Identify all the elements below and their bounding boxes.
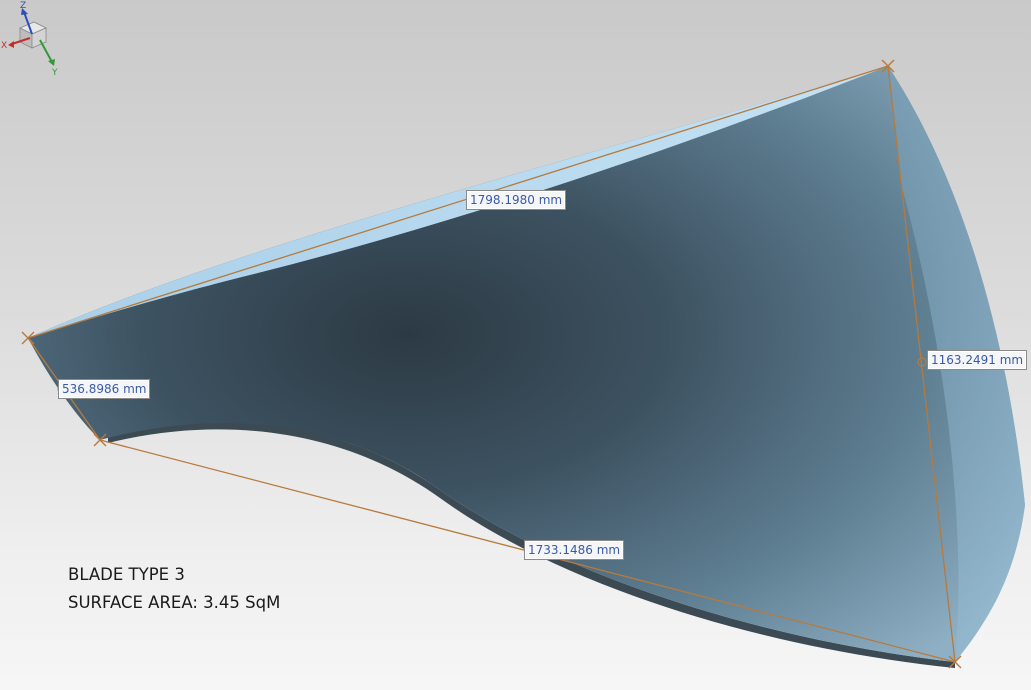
midpoint-marker-right bbox=[917, 357, 927, 367]
z-axis-arrow bbox=[23, 11, 33, 35]
dimension-label-bottom[interactable]: 1733.1486 mm bbox=[524, 540, 625, 560]
blade-surface[interactable] bbox=[28, 66, 1025, 662]
dimension-label-top[interactable]: 1798.1980 mm bbox=[466, 190, 567, 210]
axis-triad-icon[interactable]: Z X Y bbox=[0, 0, 66, 76]
y-axis-arrow bbox=[39, 39, 53, 63]
x-axis-arrow bbox=[11, 37, 31, 45]
dimension-label-right[interactable]: 1163.2491 mm bbox=[927, 350, 1028, 370]
surface-area-text: SURFACE AREA: 3.45 SqM bbox=[68, 593, 281, 612]
z-axis-arrowhead bbox=[21, 8, 28, 15]
y-axis-arrowhead bbox=[48, 59, 55, 66]
dimension-label-left[interactable]: 536.8986 mm bbox=[58, 379, 151, 399]
vertex-marker-lower-left bbox=[93, 433, 107, 447]
vertex-marker-top bbox=[881, 59, 895, 73]
y-axis-label: Y bbox=[51, 68, 58, 76]
blade-title: BLADE TYPE 3 bbox=[68, 565, 185, 584]
measure-line-right bbox=[887, 65, 956, 663]
x-axis-arrowhead bbox=[8, 41, 14, 48]
vertex-marker-left bbox=[21, 331, 35, 345]
measure-line-top bbox=[27, 65, 889, 339]
z-axis-label: Z bbox=[20, 1, 26, 11]
vertex-marker-bottom-right bbox=[948, 655, 962, 669]
vertex-markers bbox=[21, 59, 962, 669]
x-axis-label: X bbox=[1, 41, 7, 51]
